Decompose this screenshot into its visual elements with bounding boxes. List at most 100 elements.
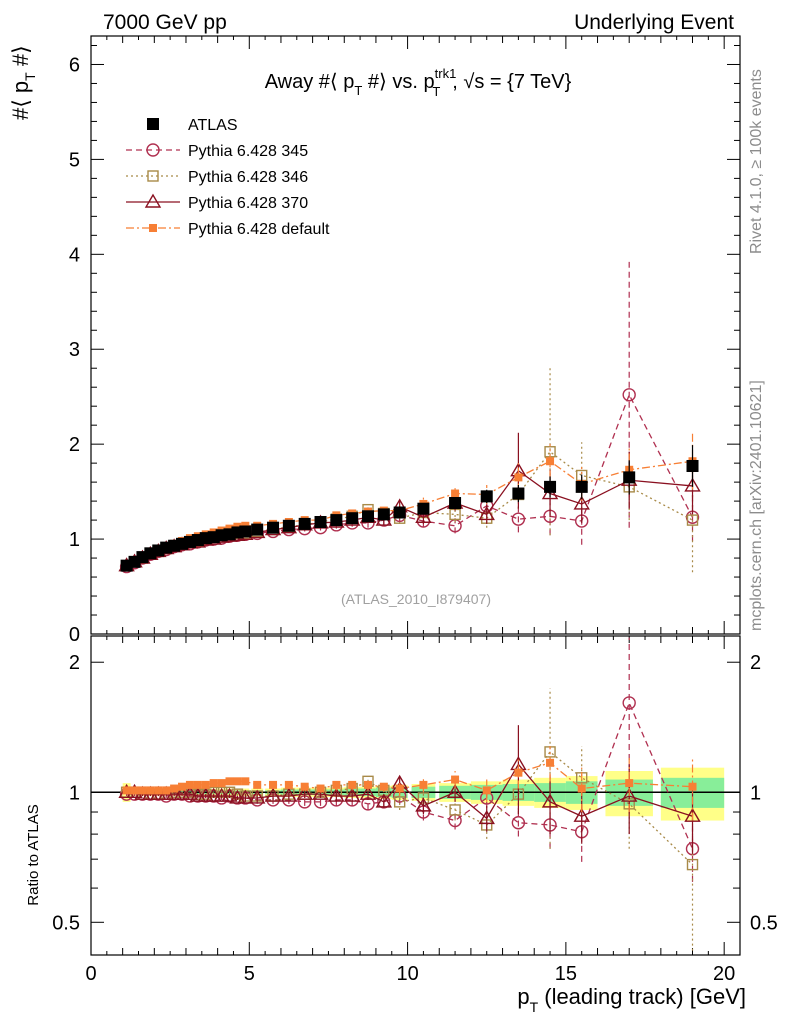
xlabel: pT (leading track) [GeV] (517, 984, 746, 1015)
point-atlas (298, 517, 311, 530)
ylabel-main: #⟨ p (8, 81, 33, 120)
ratio-point-pythia-6-428-default (122, 786, 131, 795)
top-panel: 0 1 2 3 4 5 6 (69, 35, 741, 646)
plot-title: Away #⟨ pT #⟩ vs. ptrk1 T, √s = {7 TeV} (265, 66, 572, 99)
point-atlas (251, 523, 264, 536)
ratio-point-pythia-6-428-default (546, 758, 555, 767)
ratio-point-pythia-6-428-370 (573, 807, 590, 822)
ratio-point-pythia-6-428-default (625, 779, 634, 788)
x-tick-label: 15 (555, 963, 577, 985)
point-pythia-6-428-default (451, 489, 460, 498)
xlabel-sub: T (530, 999, 539, 1015)
ratio-point-pythia-6-428-default (130, 786, 139, 795)
y-tick-label: 1 (69, 529, 80, 551)
point-pythia-6-428-default (514, 473, 523, 482)
ratio-point-pythia-6-428-default (451, 775, 460, 784)
ratio-point-pythia-6-428-370 (221, 787, 238, 802)
series-line-pythia-6-428-default (126, 460, 693, 566)
ratio-point-pythia-6-428-370 (165, 785, 183, 800)
top-frame (90, 35, 741, 635)
legend-label-pythia-6-428-345: Pythia 6.428 345 (188, 143, 308, 160)
ratio-panel: 0 5 10 15 20 0.5 0.5 1 1 2 2 (52, 635, 778, 985)
ratio-point-pythia-6-428-370 (446, 783, 464, 798)
ratio-y-tick-label-right: 2 (750, 652, 761, 674)
y-tick-label: 5 (69, 149, 80, 171)
ratio-point-pythia-6-428-370 (264, 787, 282, 802)
point-atlas (377, 508, 390, 521)
ratio-point-pythia-6-428-370 (181, 785, 199, 800)
ratio-point-pythia-6-428-default (241, 777, 250, 786)
y-tick-label: 2 (69, 434, 80, 456)
point-pythia-6-428-370 (573, 495, 590, 510)
point-pythia-6-428-345 (511, 512, 526, 526)
legend-marker-pythia-6-428-345 (146, 143, 160, 157)
legend-marker-pythia-6-428-default (149, 224, 157, 232)
ratio-y-tick-label-right: 0.5 (750, 912, 778, 934)
legend-marker-pythia-6-428-346 (147, 170, 159, 182)
legend-label-pythia-6-428-346: Pythia 6.428 346 (188, 169, 308, 186)
analysis-watermark: (ATLAS_2010_I879407) (341, 591, 491, 607)
ratio-point-pythia-6-428-default (217, 779, 226, 788)
ratio-point-pythia-6-428-default (688, 782, 697, 791)
point-atlas (239, 525, 252, 538)
ratio-point-pythia-6-428-370 (189, 787, 207, 802)
x-tick-label: 5 (244, 963, 255, 985)
legend-marker-pythia-6-428-370 (144, 193, 162, 208)
point-atlas (544, 480, 557, 493)
ylabel-sub: T (22, 72, 38, 81)
ratio-point-pythia-6-428-default (395, 784, 404, 793)
ratio-point-pythia-6-428-370 (205, 787, 222, 802)
ratio-y-tick-label-left: 2 (69, 652, 80, 674)
point-pythia-6-428-345 (622, 388, 636, 402)
ratio-point-pythia-6-428-default (201, 780, 210, 789)
ratio-point-pythia-6-428-370 (237, 789, 254, 804)
point-atlas (330, 514, 343, 527)
top-ylabel: #⟨ pT #⟩ (8, 45, 38, 120)
bottom-frame (90, 635, 741, 956)
ratio-point-pythia-6-428-default (316, 784, 325, 793)
y-tick-label: 6 (69, 54, 80, 76)
ratio-point-pythia-6-428-370 (213, 787, 230, 802)
point-atlas (623, 471, 636, 484)
ratio-point-pythia-6-428-370 (359, 785, 377, 800)
ratio-point-pythia-6-428-default (300, 782, 309, 791)
point-pythia-6-428-370 (478, 506, 495, 521)
ratio-point-pythia-6-428-345 (511, 816, 526, 830)
point-atlas (267, 521, 280, 534)
ratio-point-pythia-6-428-370 (197, 787, 214, 802)
ratio-point-pythia-6-428-default (577, 784, 586, 793)
ratio-point-pythia-6-428-370 (280, 787, 298, 802)
ratio-point-pythia-6-428-default (178, 782, 187, 791)
ratio-point-pythia-6-428-370 (541, 793, 559, 808)
ratio-point-pythia-6-428-370 (296, 785, 313, 800)
x-tick-label: 20 (713, 963, 735, 985)
ratio-point-pythia-6-428-default (162, 786, 171, 795)
ratio-point-pythia-6-428-default (514, 768, 523, 777)
ratio-point-pythia-6-428-370 (328, 787, 345, 802)
legend-label-pythia-6-428-default: Pythia 6.428 default (188, 221, 330, 238)
title-sub2: T (432, 84, 440, 99)
legend-marker-atlas (147, 118, 159, 130)
header-right: Underlying Event (574, 11, 734, 34)
ratio-point-pythia-6-428-370 (312, 785, 329, 800)
title-sup2: trk1 (435, 66, 457, 81)
series-line-pythia-6-428-345 (126, 393, 694, 568)
ratio-y-tick-label-right: 1 (750, 782, 761, 804)
y-tick-label: 0 (69, 624, 80, 646)
ratio-point-pythia-6-428-default (185, 780, 194, 789)
ratio-point-pythia-6-428-346 (686, 858, 699, 871)
point-atlas (449, 497, 462, 510)
ratio-point-pythia-6-428-370 (173, 785, 191, 800)
ratio-point-pythia-6-428-default (154, 786, 163, 795)
point-atlas (575, 480, 588, 493)
ratio-point-pythia-6-428-370 (343, 787, 361, 802)
point-atlas (362, 510, 375, 523)
y-tick-label: 3 (69, 339, 80, 361)
ratio-point-pythia-6-428-default (379, 782, 388, 791)
point-atlas (120, 559, 133, 572)
point-pythia-6-428-370 (684, 477, 701, 492)
x-tick-label: 10 (396, 963, 418, 985)
point-atlas (314, 515, 327, 528)
ratio-ylabel: Ratio to ATLAS (25, 804, 42, 905)
